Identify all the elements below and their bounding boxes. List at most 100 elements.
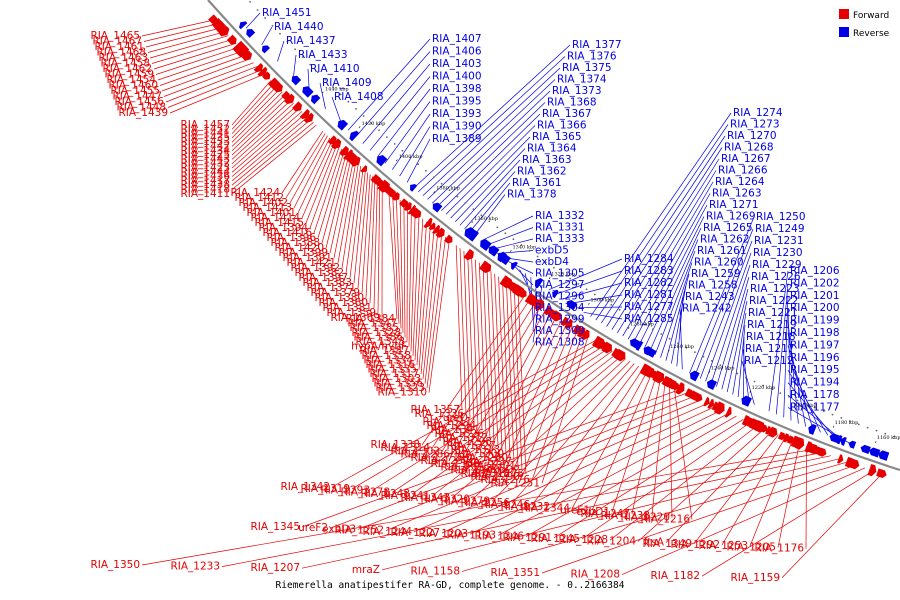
track-dot [301, 56, 304, 58]
track-dot [840, 417, 843, 419]
gene-label: RIA_1392 [290, 262, 340, 274]
leader-line [293, 137, 331, 209]
track-dot [249, 1, 252, 3]
leader-line [231, 122, 314, 190]
gene-label: RIA_1425 [180, 149, 230, 161]
track-dot [294, 48, 296, 51]
track-dot [279, 32, 281, 35]
gene-label: RIA_1270 [727, 130, 777, 142]
track-dot [440, 182, 443, 185]
gene-features [208, 14, 890, 479]
gene-label: RIA_1310 [377, 387, 427, 399]
leader-line [399, 199, 404, 333]
gene-label: RIA_1390 [432, 121, 482, 133]
gene-arrow [560, 316, 569, 326]
leader-line [498, 276, 507, 455]
gene-label: RIA_1440 [274, 21, 324, 33]
leader-line [399, 126, 431, 177]
gene-label: RIA_1368 [547, 97, 597, 109]
leader-line [281, 131, 324, 194]
leader-line [513, 265, 534, 286]
gene-arrow [376, 155, 388, 167]
leader-line [637, 428, 765, 542]
track-dot [432, 176, 435, 179]
gene-label: RIA_1178 [790, 389, 840, 401]
leader-line [421, 295, 526, 446]
gene-label: RIA_1332 [535, 210, 585, 222]
gene-label: RIA_1267 [721, 153, 771, 165]
leader-line [679, 308, 683, 370]
leader-line [167, 69, 262, 108]
leader-line [293, 54, 297, 78]
tick-label: 1240 kbp [711, 365, 735, 371]
gene-label: RIA_1326 [434, 428, 484, 440]
gene-arrow [876, 468, 887, 479]
leader-line [475, 259, 483, 431]
tick-label: 1340 kbp [513, 245, 537, 251]
leader-line [781, 473, 883, 579]
gene-label: RIA_1381 [322, 302, 372, 314]
gene-label: RIA_1366 [537, 120, 587, 132]
leader-line [231, 83, 275, 130]
track-dot [849, 420, 851, 423]
gene-label: RIA_1311 [422, 416, 472, 428]
gene-arrow [292, 101, 303, 112]
tick-label: 1420 kbp [362, 121, 386, 127]
gene-label: RIA_1402 [238, 197, 288, 209]
gene-label: RIA_1290 [470, 471, 520, 483]
gene-arrow [689, 370, 700, 382]
leader-line [459, 248, 467, 415]
leader-line [392, 193, 400, 324]
leader-line [377, 88, 431, 158]
leader-line [392, 113, 431, 170]
gene-label: RIA_1194 [790, 377, 840, 389]
leader-line [600, 135, 726, 324]
gene-arrow [848, 458, 860, 470]
gene-label: RIA_1204 [586, 535, 636, 547]
gene-arrow [444, 234, 453, 244]
track-dot [585, 288, 588, 291]
gene-arrow [291, 75, 302, 86]
track-dot [386, 136, 388, 139]
leader-line [525, 415, 737, 537]
gene-label: RIA_1305 [535, 268, 585, 280]
gene-label: RIA_1312 [438, 432, 488, 444]
gene-label: RIA_1296 [535, 291, 585, 303]
gene-label: RIA_1369 [330, 312, 380, 324]
leader-line [331, 340, 596, 488]
leader-line [426, 236, 446, 389]
leader-line [694, 228, 754, 376]
leader-line [410, 212, 416, 352]
gene-label: RIA_1386 [353, 331, 403, 343]
gene-arrow [281, 90, 290, 100]
gene-label: RIA_1246 [480, 499, 530, 511]
gene-label: RIA_1432 [180, 158, 230, 170]
track-dot [753, 380, 756, 383]
leader-line [436, 102, 546, 208]
track-dot [618, 308, 621, 311]
gene-label: RIA_1302 [390, 445, 440, 457]
leader-line [671, 285, 687, 364]
leader-line [231, 111, 303, 173]
gene-arrow [644, 366, 655, 378]
leader-line [631, 378, 662, 515]
leader-line [147, 31, 225, 53]
legend-reverse-swatch [839, 27, 849, 37]
gene-label: RIA_1337 [462, 456, 512, 468]
gene-label: RIA_1231 [754, 235, 804, 247]
track-dot [309, 63, 312, 66]
gene-arrow [253, 63, 264, 73]
gene-label: RIA_1272 [410, 452, 460, 464]
gene-label: RIA_1250 [756, 211, 806, 223]
gene-arrow [488, 245, 500, 257]
gene-arrow [432, 224, 440, 234]
track-dot [866, 426, 869, 429]
gene-arrow [635, 340, 644, 351]
leader-line [305, 144, 338, 224]
gene-arrow [768, 426, 778, 438]
leader-line [471, 256, 479, 427]
gene-label: RIA_1442 [180, 141, 230, 153]
leader-line [231, 102, 294, 160]
gene-label: RIA_1418 [180, 184, 230, 196]
gene-label: RIA_1339 [430, 458, 480, 470]
